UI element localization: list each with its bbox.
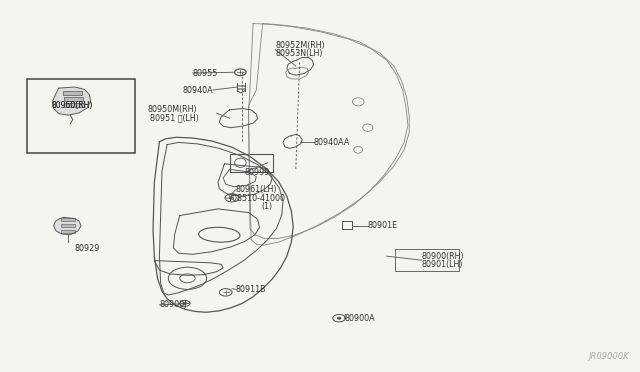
Bar <box>61 218 76 221</box>
Text: 80951 　(LH): 80951 (LH) <box>150 113 199 122</box>
Bar <box>27 79 135 153</box>
Bar <box>64 97 83 101</box>
Text: 80900J: 80900J <box>159 300 187 310</box>
Bar <box>342 221 353 229</box>
Circle shape <box>183 302 187 305</box>
Text: S: S <box>230 195 234 201</box>
Polygon shape <box>54 217 81 235</box>
Circle shape <box>337 317 341 319</box>
Text: 80911B: 80911B <box>236 285 266 294</box>
Text: 80901(LH): 80901(LH) <box>422 260 463 269</box>
Polygon shape <box>52 87 91 115</box>
Bar <box>61 230 76 232</box>
Text: 80940A: 80940A <box>183 86 214 94</box>
Text: 80901E: 80901E <box>368 221 398 230</box>
Text: 80960(RH): 80960(RH) <box>51 101 92 110</box>
Text: 80955: 80955 <box>193 68 218 77</box>
Text: (1): (1) <box>261 202 273 211</box>
Text: 80953N(LH): 80953N(LH) <box>275 49 323 58</box>
Bar <box>230 154 273 172</box>
Text: 80940AA: 80940AA <box>314 138 350 147</box>
Text: JR09000K: JR09000K <box>588 352 629 361</box>
Text: 80929: 80929 <box>75 244 100 253</box>
Bar <box>63 92 83 95</box>
Text: 80952M(RH): 80952M(RH) <box>275 41 325 50</box>
Text: 80960(RH): 80960(RH) <box>51 101 92 110</box>
Bar <box>61 224 76 227</box>
Text: ¥08510-41000: ¥08510-41000 <box>228 194 285 203</box>
Text: 80950M(RH): 80950M(RH) <box>148 105 198 114</box>
Bar <box>395 249 459 271</box>
Text: 80900(RH): 80900(RH) <box>422 251 465 261</box>
Text: 80999: 80999 <box>245 168 270 177</box>
Text: 80900A: 80900A <box>344 314 375 323</box>
Bar <box>65 103 84 107</box>
Text: 80961(LH): 80961(LH) <box>236 185 277 194</box>
